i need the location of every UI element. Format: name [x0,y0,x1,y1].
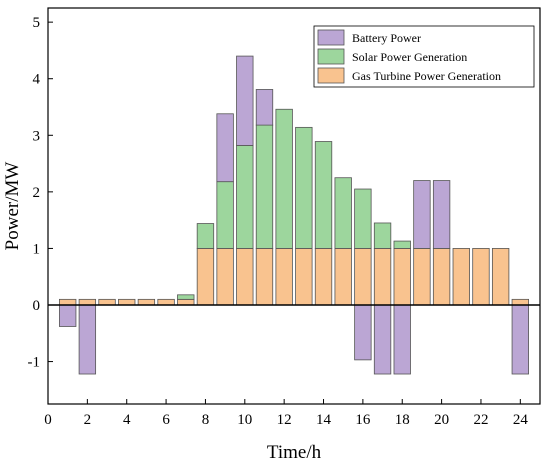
bar-gas-turbine-power-generation-h10 [236,248,254,306]
x-tick-label: 12 [277,412,292,428]
bar-gas-turbine-power-generation-h2 [78,298,97,306]
bar-gas-turbine-power-generation-h15 [334,248,352,306]
bar-solar-power-generation-h7 [177,294,195,300]
bar-solar-power-generation-h10 [236,145,254,249]
bar-battery-power-h16 [354,304,372,361]
bar-battery-power-h9 [216,113,234,183]
legend-swatch [317,29,345,46]
x-tick-label: 4 [123,412,131,428]
y-tick-label: 5 [33,15,41,31]
bar-gas-turbine-power-generation-h23 [491,248,510,306]
bar-battery-power-h10 [236,55,254,146]
x-tick-label: 16 [355,412,371,428]
y-tick-label: 4 [33,72,41,88]
bar-battery-power-h17 [373,304,392,375]
bar-solar-power-generation-h8 [196,223,215,249]
bar-battery-power-h18 [393,304,411,375]
x-tick-label: 2 [84,412,92,428]
x-tick-label: 10 [237,412,252,428]
legend-label: Solar Power Generation [352,50,467,64]
bar-gas-turbine-power-generation-h7 [177,298,195,306]
bar-gas-turbine-power-generation-h13 [295,248,313,306]
x-tick-label: 14 [316,412,332,428]
bar-solar-power-generation-h11 [255,124,274,249]
bar-gas-turbine-power-generation-h24 [511,298,529,306]
bar-battery-power-h2 [78,304,97,375]
bar-battery-power-h20 [432,180,451,249]
y-tick-label: 3 [33,128,41,144]
bar-gas-turbine-power-generation-h22 [472,248,490,306]
bar-gas-turbine-power-generation-h21 [452,248,470,306]
x-tick-label: 18 [395,412,410,428]
bar-gas-turbine-power-generation-h17 [373,248,392,306]
y-axis-title: Power/MW [2,162,23,251]
bar-gas-turbine-power-generation-h18 [393,248,411,306]
bar-gas-turbine-power-generation-h19 [413,248,431,306]
y-axis: -1 0 1 2 3 4 5 [28,15,53,371]
bar-solar-power-generation-h17 [373,222,392,249]
bar-solar-power-generation-h14 [314,141,333,249]
bar-solar-power-generation-h9 [216,181,234,249]
x-tick-label: 20 [434,412,449,428]
x-axis-title: Time/h [267,442,322,463]
bar-gas-turbine-power-generation-h12 [275,248,293,306]
x-tick-label: 24 [513,412,529,428]
bar-gas-turbine-power-generation-h4 [118,298,136,306]
x-tick-label: 22 [473,412,488,428]
legend-label: Gas Turbine Power Generation [352,69,501,83]
y-tick-label: 0 [33,298,41,314]
bar-gas-turbine-power-generation-h20 [432,248,451,306]
bar-gas-turbine-power-generation-h14 [314,248,333,306]
bar-solar-power-generation-h18 [393,240,411,249]
x-axis: 0 2 4 6 8 10 12 14 16 18 20 22 24 [44,399,528,428]
legend-swatch [317,48,345,65]
x-tick-label: 0 [44,412,52,428]
bar-gas-turbine-power-generation-h6 [157,298,175,306]
plot-frame [47,7,541,405]
x-tick-label: 8 [202,412,210,428]
bar-battery-power-h1 [59,304,77,327]
bar-solar-power-generation-h13 [295,126,313,249]
y-tick-label: -1 [28,355,41,371]
bars-layer [59,55,529,375]
bar-gas-turbine-power-generation-h5 [137,298,156,306]
bar-solar-power-generation-h16 [354,188,372,249]
bar-battery-power-h24 [511,304,529,375]
legend: Battery Power Solar Power Generation Gas T… [313,25,535,88]
bar-gas-turbine-power-generation-h1 [59,298,77,306]
bar-solar-power-generation-h12 [275,108,293,249]
y-tick-label: 1 [33,241,41,257]
bar-gas-turbine-power-generation-h9 [216,248,234,306]
bar-solar-power-generation-h15 [334,177,352,249]
bar-battery-power-h11 [255,89,274,126]
legend-box [313,25,535,88]
bar-gas-turbine-power-generation-h3 [98,298,116,306]
bar-battery-power-h19 [413,180,431,249]
y-tick-label: 2 [33,185,41,201]
legend-label: Battery Power [352,31,421,45]
x-tick-label: 6 [162,412,170,428]
bar-gas-turbine-power-generation-h16 [354,248,372,306]
legend-swatch [317,67,345,84]
bar-gas-turbine-power-generation-h11 [255,248,274,306]
bar-gas-turbine-power-generation-h8 [196,248,215,306]
